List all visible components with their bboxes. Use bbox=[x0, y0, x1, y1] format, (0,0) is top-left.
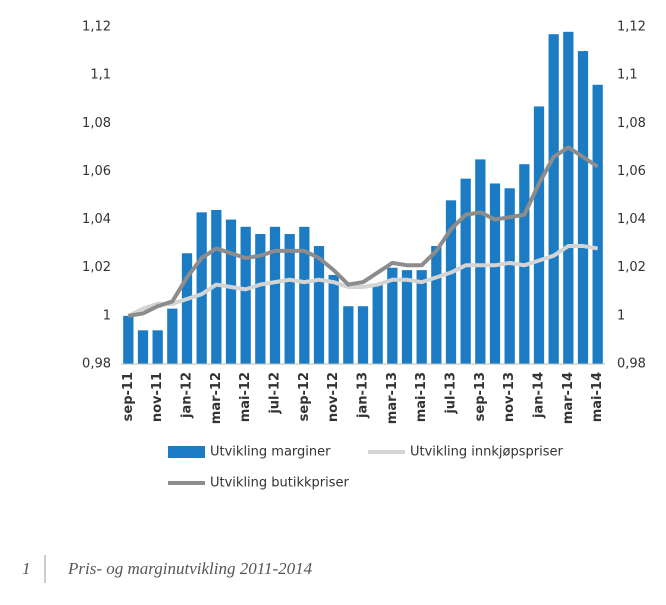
figure-caption: Pris- og marginutvikling 2011-2014 bbox=[67, 559, 313, 578]
y-tick-label: 1,08 bbox=[82, 116, 111, 131]
x-tick-label: jul-13 bbox=[444, 372, 459, 415]
bar bbox=[592, 84, 603, 365]
y-tick-label: 1,1 bbox=[90, 68, 111, 83]
bar bbox=[211, 209, 222, 364]
bar bbox=[196, 212, 207, 364]
x-tick-label: mai-14 bbox=[590, 372, 605, 422]
figure-number: 1 bbox=[22, 559, 31, 578]
bar bbox=[475, 159, 486, 364]
bar bbox=[387, 267, 398, 364]
x-tick-label: mar-14 bbox=[561, 372, 576, 424]
legend-label: Utvikling butikkpriser bbox=[210, 476, 350, 491]
y-tick-label: 1 bbox=[103, 308, 111, 323]
x-tick-label: nov-11 bbox=[150, 372, 165, 422]
y2-tick-label: 1,02 bbox=[617, 260, 646, 275]
bar bbox=[548, 34, 559, 364]
x-tick-label: nov-12 bbox=[326, 372, 341, 422]
y2-tick-label: 1,12 bbox=[617, 20, 646, 35]
bar bbox=[123, 315, 134, 364]
bar bbox=[299, 226, 310, 364]
y-tick-label: 1,06 bbox=[82, 164, 111, 179]
y2-tick-label: 1,04 bbox=[617, 212, 646, 227]
bar bbox=[489, 183, 501, 364]
bar bbox=[372, 284, 383, 364]
bar bbox=[563, 31, 574, 365]
bar bbox=[181, 253, 193, 364]
bar bbox=[152, 330, 163, 364]
legend-swatch bbox=[168, 446, 205, 458]
x-tick-label: mar-13 bbox=[385, 372, 400, 424]
x-tick-label: sep-13 bbox=[473, 372, 488, 421]
x-tick-label: mar-12 bbox=[209, 372, 224, 424]
bar bbox=[284, 234, 295, 364]
bar bbox=[401, 270, 413, 364]
y2-tick-label: 1,06 bbox=[617, 164, 646, 179]
y2-tick-label: 1 bbox=[617, 308, 625, 323]
bar bbox=[313, 246, 325, 364]
x-tick-label: jan-14 bbox=[532, 372, 547, 419]
x-tick-label: jan-12 bbox=[180, 372, 195, 419]
bar bbox=[533, 106, 545, 364]
y2-tick-label: 1,08 bbox=[617, 116, 646, 131]
legend-label: Utvikling marginer bbox=[210, 445, 331, 460]
line bbox=[128, 145, 599, 318]
bar bbox=[445, 200, 457, 364]
bar bbox=[225, 219, 237, 364]
bar bbox=[504, 188, 515, 364]
x-tick-label: nov-13 bbox=[502, 372, 517, 422]
y-tick-label: 1,04 bbox=[82, 212, 111, 227]
x-tick-label: sep-11 bbox=[121, 372, 136, 421]
y2-tick-label: 1,1 bbox=[617, 68, 638, 83]
bar bbox=[167, 308, 178, 364]
y2-tick-label: 0,98 bbox=[617, 357, 646, 372]
y-tick-label: 0,98 bbox=[82, 357, 111, 372]
x-tick-label: jan-13 bbox=[356, 372, 371, 419]
x-tick-label: jul-12 bbox=[268, 372, 283, 415]
x-tick-label: mai-13 bbox=[414, 372, 429, 422]
bar bbox=[416, 270, 427, 364]
y-tick-label: 1,12 bbox=[82, 20, 111, 35]
bar bbox=[577, 51, 589, 364]
bar bbox=[460, 178, 471, 364]
bar bbox=[357, 306, 369, 364]
bar bbox=[328, 274, 339, 364]
bar bbox=[240, 226, 251, 364]
bar bbox=[269, 226, 281, 364]
x-tick-label: mai-12 bbox=[238, 372, 253, 422]
x-tick-label: sep-12 bbox=[297, 372, 312, 421]
y-tick-label: 1,02 bbox=[82, 260, 111, 275]
bar bbox=[137, 330, 149, 364]
bar bbox=[255, 234, 266, 364]
line bbox=[127, 244, 598, 318]
bar bbox=[431, 246, 442, 364]
bar bbox=[343, 306, 354, 364]
legend-label: Utvikling innkjøpspriser bbox=[410, 445, 563, 460]
